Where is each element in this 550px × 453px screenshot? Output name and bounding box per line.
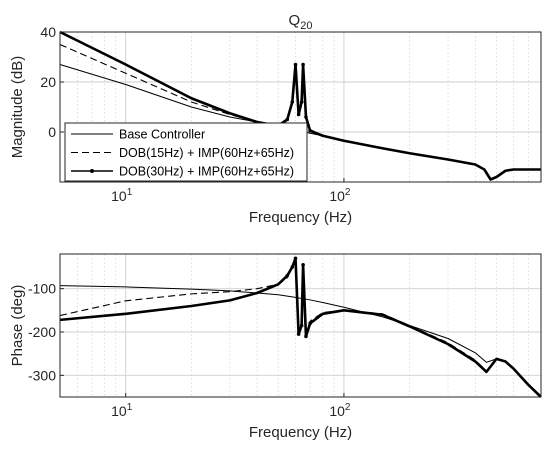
y-tick-label: 40 — [40, 24, 56, 40]
x-tick-label: 102 — [329, 402, 351, 419]
series-line-3 — [59, 257, 542, 398]
series-marker — [296, 112, 301, 117]
axes-frame — [59, 31, 542, 183]
y-tick-label: 20 — [40, 74, 56, 90]
grid — [59, 31, 542, 182]
phase-plot: -300 -200 -100 101 102 Frequency (Hz) Phase (d… — [9, 253, 542, 441]
series-marker — [290, 100, 295, 104]
y-tick-label: -300 — [28, 367, 56, 383]
series-marker — [293, 62, 298, 67]
legend-label-1: Base Controller — [119, 128, 205, 142]
series-marker — [308, 128, 312, 133]
series-marker — [304, 115, 308, 119]
series-marker — [290, 265, 295, 269]
series-marker — [301, 62, 305, 67]
legend-marker — [90, 169, 94, 173]
x-tick-label: 101 — [111, 402, 133, 419]
y-axis-label: Magnitude (dB) — [9, 56, 26, 159]
series-marker — [301, 263, 305, 267]
y-tick-label: -200 — [28, 324, 56, 340]
x-tick-label: 101 — [111, 187, 133, 204]
y-tick-label: 0 — [48, 124, 56, 140]
x-axis-label: Frequency (Hz) — [249, 209, 352, 226]
series-marker — [296, 332, 301, 336]
series-marker — [308, 321, 312, 326]
legend-label-3: DOB(30Hz) + IMP(60Hz+65Hz) — [119, 165, 294, 179]
legend-label-2: DOB(15Hz) + IMP(60Hz+65Hz) — [119, 146, 294, 160]
magnitude-plot: 0 20 40 101 102 Frequency (Hz) Magnitude (dB) Q… — [9, 12, 542, 226]
y-axis-label: Phase (deg) — [9, 285, 26, 367]
series-marker — [299, 100, 304, 104]
series-marker — [304, 334, 308, 339]
x-tick-label: 102 — [329, 187, 351, 204]
series-group — [59, 256, 542, 398]
legend: Base Controller DOB(15Hz) + IMP(60Hz+65Hz… — [64, 122, 308, 182]
series-marker — [293, 256, 298, 261]
chart-title: Q20 — [289, 12, 313, 32]
series-marker — [299, 323, 304, 328]
y-tick-label: -100 — [28, 281, 56, 297]
series-marker — [285, 117, 290, 122]
series-marker — [285, 273, 290, 278]
x-axis-label: Frequency (Hz) — [249, 424, 352, 441]
axes-frame — [59, 253, 542, 398]
